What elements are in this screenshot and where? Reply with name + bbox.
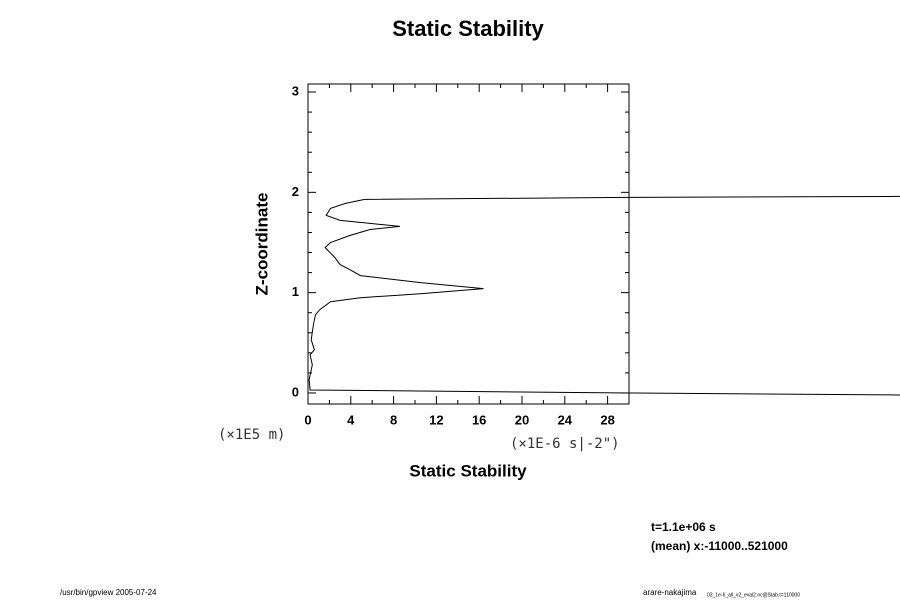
x-tick-label: 28 (600, 412, 614, 427)
x-tick-label: 4 (347, 412, 355, 427)
y-tick-label: 2 (292, 184, 299, 199)
y-axis-label: Z-coordinate (252, 193, 271, 296)
x-tick-label: 8 (390, 412, 397, 427)
x-tick-label: 20 (515, 412, 529, 427)
y-unit: (×1E5 m) (218, 427, 285, 443)
footer-right: arare-nakajima (643, 588, 697, 597)
footer-right-sub: 03_1e-6_all_v2_eval2.nc@Stab,t=110000 (707, 592, 800, 598)
y-tick-label: 0 (292, 384, 299, 399)
x-unit: (×1E-6 s|-2") (510, 436, 620, 452)
x-tick-label: 0 (304, 412, 311, 427)
annotation: (mean) x:-11000..521000 (651, 539, 788, 553)
x-tick-label: 16 (472, 412, 486, 427)
x-tick-label: 12 (429, 412, 443, 427)
data-line (308, 195, 900, 396)
y-tick-label: 3 (292, 83, 299, 98)
x-axis-label: Static Stability (409, 461, 527, 480)
plot-frame (307, 83, 630, 405)
annotation: t=1.1e+06 s (651, 520, 716, 534)
footer-left: /usr/bin/gpview 2005-07-24 (60, 588, 157, 597)
y-tick-label: 1 (292, 284, 299, 299)
x-tick-label: 24 (558, 412, 573, 427)
chart-title: Static Stability (392, 16, 544, 41)
